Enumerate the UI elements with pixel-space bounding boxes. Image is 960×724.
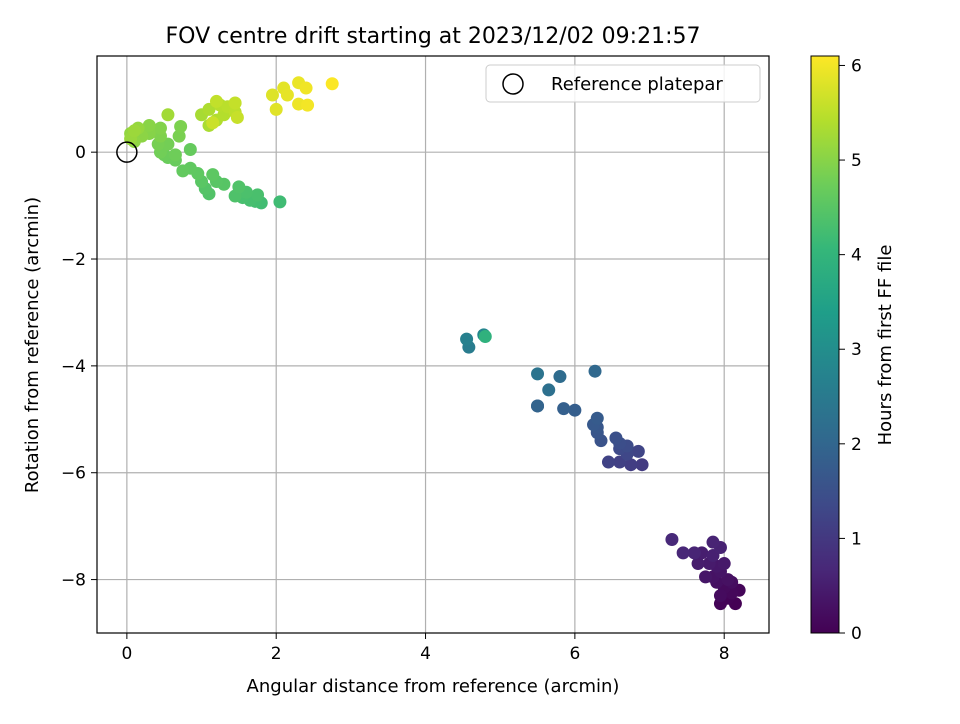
x-axis-ticks: 0 2 4 6 8 <box>121 633 730 664</box>
data-point <box>172 129 186 143</box>
data-point <box>142 118 156 132</box>
colorbar-gradient <box>811 56 839 633</box>
colorbar-tick-label: 5 <box>851 151 862 171</box>
data-point <box>206 116 220 130</box>
data-point <box>161 108 175 122</box>
legend-marker <box>502 73 524 95</box>
data-point <box>568 403 582 417</box>
data-point <box>687 546 701 560</box>
data-point <box>706 535 720 549</box>
colorbar-tick-label: 0 <box>851 624 862 644</box>
y-tick-label: −4 <box>61 357 86 377</box>
data-point <box>699 570 713 584</box>
data-point <box>601 455 615 469</box>
y-tick-label: −2 <box>61 250 86 270</box>
x-tick-label: 8 <box>719 644 730 664</box>
legend: Reference platepar <box>485 64 761 103</box>
data-point <box>624 458 638 472</box>
data-point <box>127 124 141 138</box>
data-point <box>713 589 727 603</box>
y-tick-label: −6 <box>61 464 86 484</box>
data-point <box>588 364 602 378</box>
reference-marker <box>116 141 138 163</box>
chart-title: FOV centre drift starting at 2023/12/02 … <box>166 24 701 49</box>
colorbar-label: Hours from first FF file <box>875 245 896 446</box>
data-point <box>665 533 679 547</box>
colorbar: 0 1 2 3 4 5 6 Hours from first FF file <box>810 55 896 644</box>
colorbar-tick-label: 4 <box>851 246 862 266</box>
data-points <box>124 76 746 611</box>
x-axis-label: Angular distance from reference (arcmin) <box>247 676 620 697</box>
data-point <box>168 148 182 162</box>
colorbar-tick-label: 6 <box>851 56 862 76</box>
x-tick-label: 6 <box>569 644 580 664</box>
y-tick-label: 0 <box>75 143 86 163</box>
data-point <box>609 431 623 445</box>
data-point <box>691 557 705 571</box>
data-point <box>478 329 492 343</box>
grid <box>97 56 769 633</box>
data-point <box>531 367 545 381</box>
data-point <box>542 383 556 397</box>
data-point <box>460 332 474 346</box>
data-point <box>299 81 313 95</box>
data-point <box>269 102 283 116</box>
data-point <box>631 444 645 458</box>
data-point <box>557 402 571 416</box>
colorbar-tick-label: 3 <box>851 340 862 360</box>
colorbar-frame <box>810 55 840 634</box>
colorbar-tick-label: 2 <box>851 435 862 455</box>
x-tick-label: 0 <box>121 644 132 664</box>
x-tick-label: 4 <box>420 644 431 664</box>
data-point <box>176 164 190 178</box>
y-axis-ticks: −8 −6 −4 −2 0 <box>61 143 97 591</box>
data-point <box>635 458 649 472</box>
data-point <box>553 370 567 384</box>
data-point <box>209 94 223 108</box>
data-point <box>590 411 604 425</box>
legend-label: Reference platepar <box>551 74 723 95</box>
data-point <box>251 188 265 202</box>
data-point <box>280 88 294 102</box>
data-point <box>531 399 545 413</box>
data-point <box>174 120 188 134</box>
y-axis-label: Rotation from reference (arcmin) <box>22 197 43 493</box>
x-tick-label: 2 <box>271 644 282 664</box>
data-point <box>206 168 220 182</box>
data-point <box>301 98 315 112</box>
colorbar-tick-label: 1 <box>851 529 862 549</box>
plot-frame <box>96 55 770 634</box>
data-point <box>183 142 197 156</box>
data-point <box>232 180 246 194</box>
data-point <box>228 96 242 110</box>
data-point <box>265 88 279 102</box>
data-point <box>153 121 167 135</box>
y-tick-label: −8 <box>61 571 86 591</box>
legend-box <box>485 64 761 103</box>
data-point <box>230 110 244 124</box>
colorbar-ticks: 0 1 2 3 4 5 6 <box>839 56 862 644</box>
data-point <box>717 557 731 571</box>
data-point <box>676 546 690 560</box>
data-point <box>273 195 287 209</box>
data-point <box>325 77 339 91</box>
